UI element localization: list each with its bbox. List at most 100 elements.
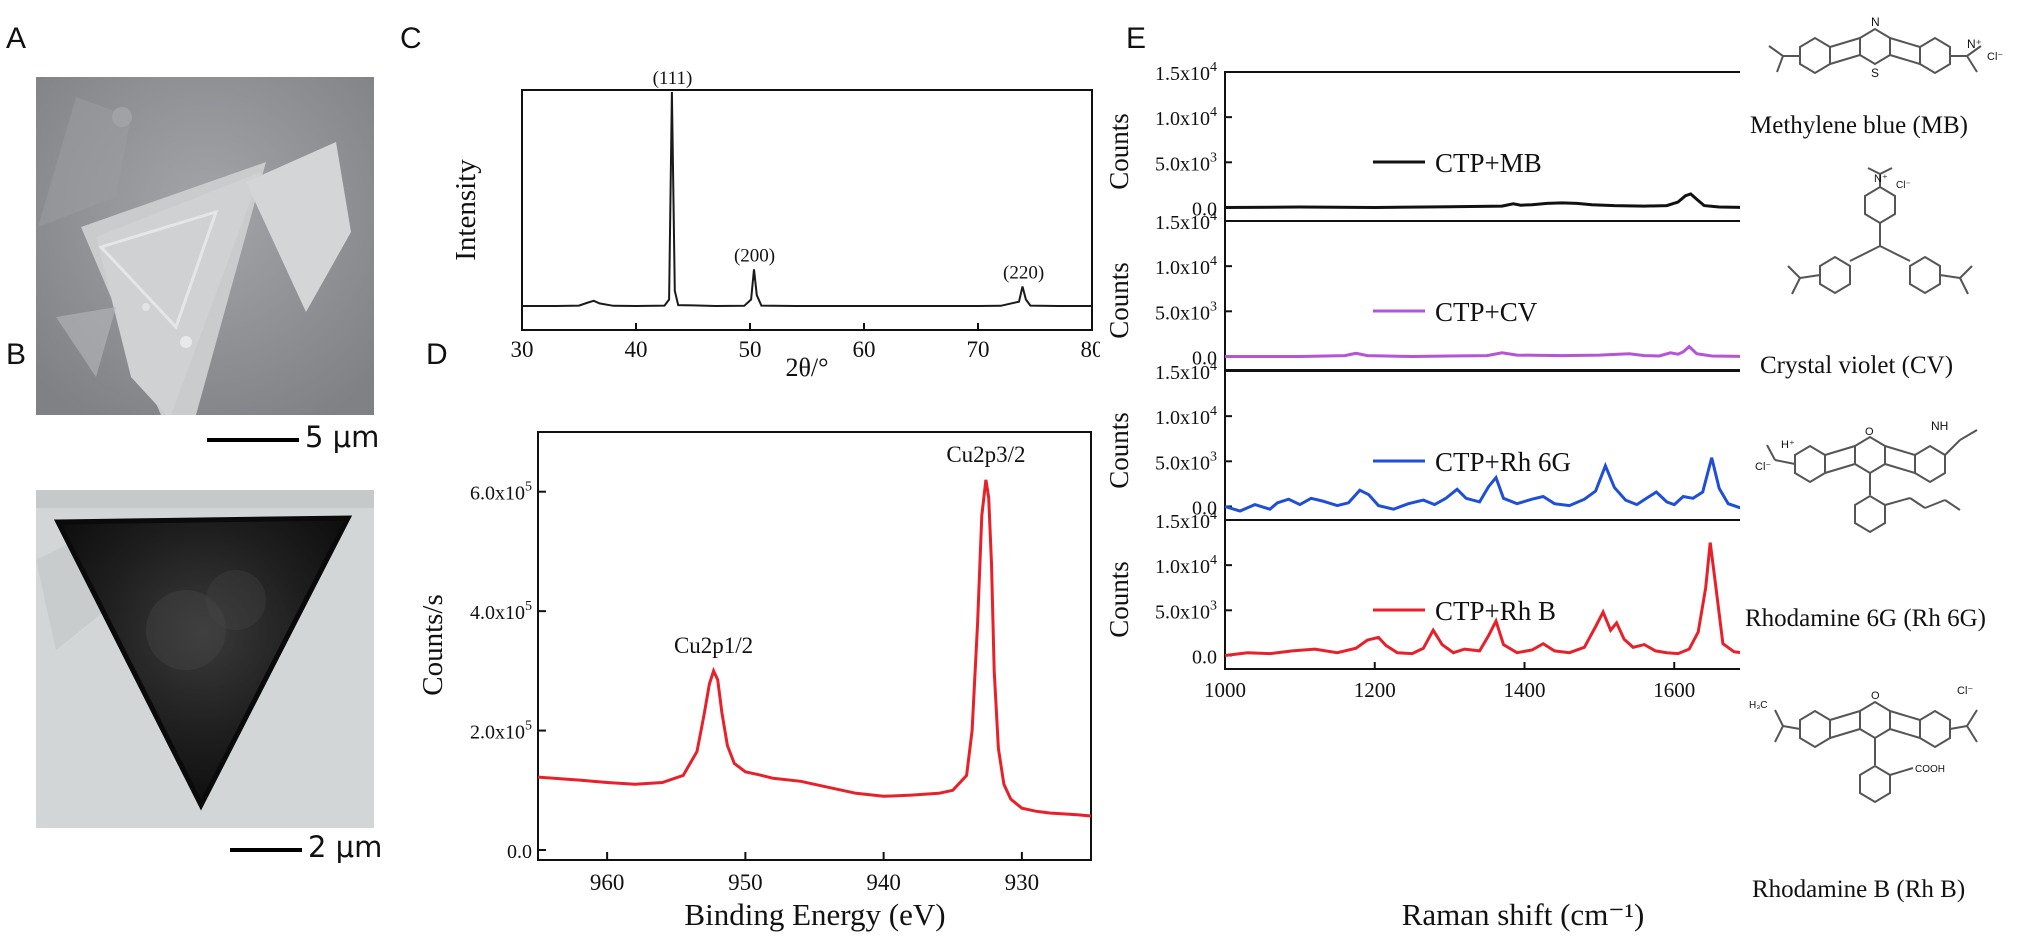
r6g-atom-o: O [1865, 426, 1874, 438]
panel-letter-d: D [426, 338, 448, 371]
molecule-label-rb: Rhodamine B (Rh B) [1752, 876, 1966, 903]
cv-atom-cl-minus: Cl⁻ [1896, 180, 1911, 191]
raman-legend-label: CTP+MB [1435, 148, 1542, 178]
panel-letter-c: C [400, 22, 422, 55]
crystal-violet-structure: N⁺ Cl⁻ [1787, 167, 1973, 295]
raman-legend-label: CTP+CV [1435, 297, 1538, 327]
raman-y-axis-label: Counts [1104, 561, 1134, 638]
mb-atom-cl-minus: Cl⁻ [1987, 51, 2003, 63]
rhodamine-6g-structure: NH H⁺ Cl⁻ O [1755, 419, 1978, 534]
raman-y-tick-label: 1.5x104 [1155, 359, 1217, 384]
xrd-peak-label: (111) [653, 68, 693, 89]
panel-letter-e: E [1126, 22, 1147, 55]
raman-x-axis-label: Raman shift (cm⁻¹) [1402, 897, 1645, 932]
rb-atom-h3c: H₃C [1749, 700, 1768, 711]
raman-legend-label: CTP+Rh B [1435, 596, 1556, 626]
xps-peak-label: Cu2p3/2 [946, 442, 1025, 467]
xps-y-axis-label: Counts/s [420, 594, 449, 696]
r6g-atom-cl-minus: Cl⁻ [1755, 461, 1771, 473]
xrd-x-tick-label: 50 [739, 337, 762, 362]
raman-y-axis-label: Counts [1104, 262, 1134, 339]
panel-letter-a: A [6, 22, 27, 55]
rhodamine-b-structure: H₃C Cl⁻ O COOH [1749, 685, 1978, 804]
xrd-x-tick-label: 30 [511, 337, 534, 362]
xrd-x-tick-label: 40 [625, 337, 648, 362]
raman-y-tick-label: 1.0x104 [1155, 105, 1217, 130]
mb-atom-n-plus: N⁺ [1967, 37, 1982, 51]
xps-peak-label: Cu2p1/2 [674, 633, 753, 658]
tem-micrograph [36, 490, 374, 828]
scale-bar-b [230, 848, 302, 852]
xps-x-tick-label: 940 [866, 870, 901, 895]
xrd-y-axis-label: Intensity [450, 159, 482, 261]
xps-x-axis-label: Binding Energy (eV) [684, 897, 945, 932]
sem-micrograph-drawing [36, 77, 374, 415]
raman-series-line [1224, 457, 1740, 513]
raman-y-axis-label: Counts [1104, 113, 1134, 190]
panel-letter-b: B [6, 338, 27, 371]
molecule-label-cv: Crystal violet (CV) [1760, 352, 1954, 379]
xrd-peak-label: (220) [1003, 263, 1044, 284]
xps-x-tick-label: 930 [1005, 870, 1040, 895]
raman-y-tick-label: 1.0x104 [1155, 254, 1217, 279]
xps-x-tick-label: 950 [728, 870, 763, 895]
rb-atom-cooh: COOH [1915, 764, 1945, 775]
methylene-blue-structure: N S N⁺ Cl⁻ [1768, 15, 2003, 80]
r6g-atom-nh: NH [1931, 419, 1948, 433]
raman-y-tick-label: 1.5x104 [1155, 508, 1217, 533]
raman-y-tick-label: 5.0x103 [1155, 299, 1217, 324]
xps-y-tick-label: 2.0x105 [470, 719, 532, 744]
sem-micrograph [36, 77, 374, 415]
r6g-atom-h-plus: H⁺ [1781, 439, 1795, 451]
raman-x-tick-label: 1600 [1653, 678, 1695, 702]
xrd-x-axis-label: 2θ/° [785, 353, 828, 382]
xps-series-line [537, 479, 1092, 818]
xrd-plot-frame [521, 89, 1093, 331]
raman-x-tick-label: 1000 [1204, 678, 1246, 702]
xps-plot-frame [537, 431, 1092, 861]
raman-x-tick-label: 1400 [1504, 678, 1546, 702]
raman-y-tick-label: 5.0x103 [1155, 598, 1217, 623]
raman-subplot: 0.0 5.0x103 1.0x104 1.5x104 Counts CTP+Rh B [1104, 508, 1740, 670]
xrd-x-tick-label: 60 [853, 337, 876, 362]
rb-atom-cl-minus: Cl⁻ [1957, 685, 1973, 697]
xps-x-tick-label: 960 [590, 870, 625, 895]
xps-chart: 960 950 940 930 0.0 2.0x105 4.0x105 6.0x105 Cu… [420, 431, 1092, 932]
raman-y-tick-label: 1.5x104 [1155, 60, 1217, 85]
raman-legend-label: CTP+Rh 6G [1435, 447, 1571, 477]
raman-subplot-frame [1224, 220, 1740, 371]
molecule-label-r6g: Rhodamine 6G (Rh 6G) [1745, 605, 1986, 632]
xrd-chart: 30 40 50 60 70 80 (111) (200) (220) 2θ/° Intens… [450, 68, 1101, 382]
raman-y-tick-label: 5.0x103 [1155, 449, 1217, 474]
raman-subplot: 0.0 5.0x103 1.0x104 1.5x104 Counts CTP+MB [1104, 60, 1740, 222]
raman-subplot-frame [1224, 71, 1740, 222]
raman-y-tick-label: 5.0x103 [1155, 150, 1217, 175]
xps-y-tick-label: 0.0 [507, 841, 532, 863]
raman-series-line [1225, 344, 1740, 359]
raman-series-line [1224, 542, 1740, 657]
xrd-series-line [522, 91, 1092, 308]
mb-atom-n: N [1871, 15, 1880, 29]
xps-y-tick-label: 4.0x105 [470, 599, 532, 624]
raman-y-tick-label: 1.0x104 [1155, 404, 1217, 429]
raman-y-tick-label: 1.5x104 [1155, 209, 1217, 234]
mb-atom-s: S [1871, 66, 1879, 80]
cv-atom-n-plus: N⁺ [1874, 173, 1888, 185]
xrd-x-tick-label: 70 [967, 337, 990, 362]
raman-chart: 0.0 5.0x103 1.0x104 1.5x104 Counts CTP+MB 0.0 5… [1104, 60, 1740, 932]
scale-bar-a [207, 438, 299, 442]
tem-micrograph-drawing [36, 490, 374, 828]
scale-label-b: 2 μm [308, 830, 383, 864]
raman-subplot: 0.0 5.0x103 1.0x104 1.5x104 Counts CTP+CV [1104, 209, 1740, 371]
raman-y-tick-label: 0.0 [1192, 646, 1217, 668]
raman-x-tick-label: 1200 [1354, 678, 1396, 702]
raman-y-tick-label: 0.0 [1192, 347, 1217, 369]
rb-atom-o: O [1871, 690, 1880, 702]
raman-subplot: 0.0 5.0x103 1.0x104 1.5x104 Counts CTP+Rh 6G [1104, 359, 1740, 521]
raman-y-tick-label: 0.0 [1192, 198, 1217, 220]
xrd-x-tick-label: 80 [1081, 337, 1101, 362]
raman-y-axis-label: Counts [1104, 412, 1134, 489]
raman-series-line [1224, 192, 1740, 210]
xrd-peak-label: (200) [734, 245, 775, 266]
raman-y-tick-label: 1.0x104 [1155, 553, 1217, 578]
